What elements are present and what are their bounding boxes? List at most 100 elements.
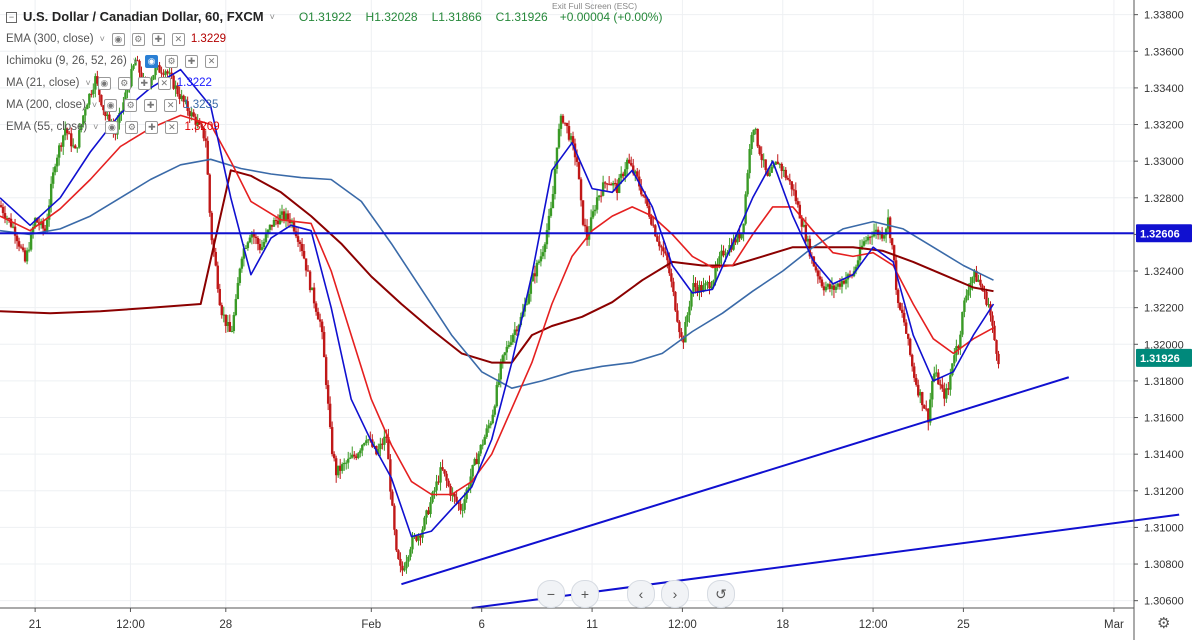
candle-body [324,357,328,385]
candle-body [425,510,428,518]
candle-body [92,89,95,95]
eye-icon[interactable]: ◉ [105,120,119,134]
candle-body [985,291,988,305]
candle-body [925,408,928,410]
candle-body [411,536,414,550]
scroll-left-button[interactable]: ‹ [627,580,655,608]
reset-chart-button[interactable]: ↺ [707,580,735,608]
candle-body [587,232,591,240]
add-icon[interactable]: ✚ [144,98,158,112]
candle-body [557,128,561,148]
close-icon[interactable]: ✕ [165,120,179,134]
candle-body [465,489,468,500]
gear-icon[interactable]: ⚙ [125,120,139,134]
gear-icon[interactable]: ⚙ [117,76,131,90]
candle-body [102,105,105,111]
candle-body [166,71,169,74]
chevron-down-icon[interactable]: ˅ [269,12,275,22]
candle-body [774,161,777,165]
gear-icon[interactable]: ⚙ [131,32,145,46]
candle-body [806,238,810,242]
close-icon[interactable]: ✕ [205,54,219,68]
candle-body [917,384,920,396]
candle-body [896,289,900,304]
candle-body [742,223,745,234]
chevron-down-icon[interactable]: ˅ [91,100,98,110]
indicator-row[interactable]: MA (21, close) ˅ ◉ ⚙ ✚ ✕ 1.3222 [6,72,662,94]
eye-icon[interactable]: ◉ [145,54,159,68]
candle-body [306,270,310,272]
candle-body [738,232,741,239]
candle-body [646,197,649,206]
candle-body [29,232,33,250]
candle-body [513,329,517,335]
candle-body [365,440,368,444]
candle-body [892,245,896,261]
indicator-row[interactable]: EMA (300, close) ˅ ◉ ⚙ ✚ ✕ 1.3229 [6,28,662,50]
add-icon[interactable]: ✚ [185,54,199,68]
candle-body [184,101,187,103]
candle-body [533,273,537,277]
candle-body [780,163,783,172]
candle-body [931,380,934,400]
zoom-out-button[interactable]: − [537,580,565,608]
candle-body [750,135,753,150]
add-icon[interactable]: ✚ [151,32,165,46]
candle-body [583,224,587,227]
candle-body [648,205,651,217]
gear-icon[interactable]: ⚙ [1157,615,1171,632]
close-icon[interactable]: ✕ [157,76,171,90]
scroll-right-button[interactable]: › [661,580,689,608]
candle-body [593,209,597,212]
add-icon[interactable]: ✚ [145,120,159,134]
add-icon[interactable]: ✚ [137,76,151,90]
indicator-row[interactable]: MA (200, close) ˅ ◉ ⚙ ✚ ✕ 1.3235 [6,94,662,116]
candle-body [182,95,185,102]
candle-body [884,228,888,236]
candle-body [634,171,637,174]
candle-body [981,285,984,291]
candle-body [640,186,643,195]
candle-body [824,286,828,291]
candle-body [531,273,535,282]
zoom-in-button[interactable]: + [571,580,599,608]
symbol-title[interactable]: U.S. Dollar / Canadian Dollar, 60, FXCM [23,9,264,24]
gear-icon[interactable]: ⚙ [124,98,138,112]
candle-body [802,224,806,227]
moving-average-lines [0,68,995,538]
eye-icon[interactable]: ◉ [111,32,125,46]
collapse-icon[interactable]: − [6,11,17,23]
candle-body [322,332,326,358]
candle-body [60,145,63,147]
candle-body [284,213,288,221]
indicator-row[interactable]: Ichimoku (9, 26, 52, 26) ˅ ◉ ⚙ ✚ ✕ [6,50,662,72]
candle-body [395,529,398,551]
candle-body [82,115,85,125]
close-icon[interactable]: ✕ [171,32,185,46]
candle-body [158,65,161,73]
candle-body [658,241,661,247]
candle-body [786,177,789,180]
candle-body [260,247,264,250]
candle-body [162,73,165,75]
candle-body [838,283,842,287]
candle-body [407,556,410,562]
indicator-row[interactable]: EMA (55, close) ˅ ◉ ⚙ ✚ ✕ 1.3209 [6,116,662,138]
eye-icon[interactable]: ◉ [97,76,111,90]
chevron-down-icon[interactable]: ˅ [85,78,91,88]
close-icon[interactable]: ✕ [164,98,178,112]
gear-icon[interactable]: ⚙ [165,54,179,68]
candle-body [973,270,976,278]
eye-icon[interactable]: ◉ [104,98,118,112]
exit-fullscreen-hint[interactable]: Exit Full Screen (ESC) [552,1,638,11]
chevron-down-icon[interactable]: ˅ [132,56,139,66]
ohlc-high: H1.32028 [365,10,418,24]
chevron-down-icon[interactable]: ˅ [93,122,99,132]
candle-body [397,550,400,559]
candle-body [45,219,49,232]
candle-body [272,220,276,227]
candle-body [708,282,711,289]
chevron-down-icon[interactable]: ˅ [99,34,105,44]
candle-body [449,486,452,496]
